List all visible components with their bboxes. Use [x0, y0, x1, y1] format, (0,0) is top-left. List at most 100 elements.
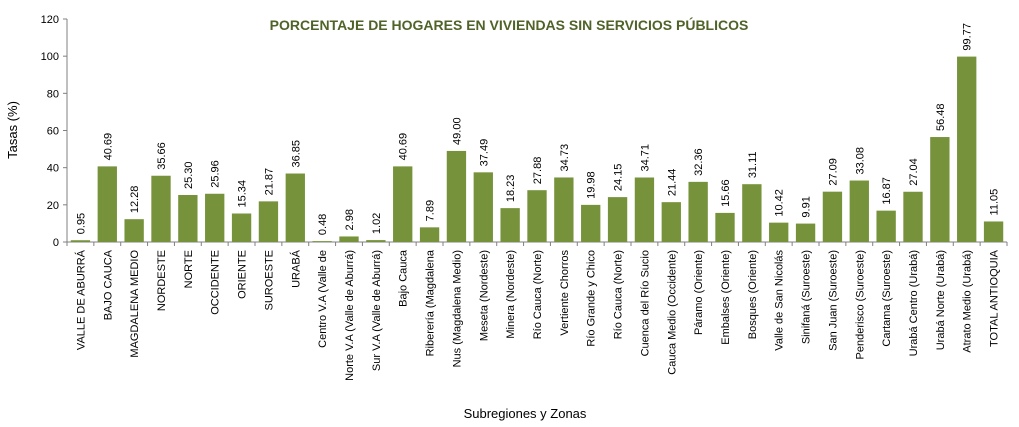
x-tick-label: TOTAL ANTIOQUIA	[989, 249, 1001, 347]
value-labels: 0.95 40.69 12.28 35.66 25.30 25.96 15.34 21.87 3…	[75, 23, 1000, 235]
bar	[393, 166, 413, 242]
bar	[205, 193, 225, 242]
x-tick-label: OCCIDENTE	[210, 250, 222, 315]
x-tick-label: Sur V.A (Valle de Aburrá)	[371, 250, 383, 371]
x-tick-label: ORIENTE	[237, 250, 249, 299]
x-tick-label: Minera (Nordeste)	[505, 250, 517, 339]
data-label: 24.15	[613, 164, 625, 192]
x-tick-label: Cartama (Suroeste)	[881, 250, 893, 347]
y-tick-label: 0	[53, 237, 59, 249]
bar	[742, 184, 762, 242]
data-label: 32.36	[693, 148, 705, 176]
data-label: 7.89	[425, 200, 437, 221]
data-label: 11.05	[989, 189, 1001, 216]
data-label: 10.42	[774, 189, 786, 217]
data-label: 19.98	[586, 171, 598, 199]
x-tick-label: Embalses (Oriente)	[720, 250, 732, 345]
x-tick-label: URABÁ	[289, 249, 302, 288]
x-tick-label: Sinifaná (Suroeste)	[801, 250, 813, 344]
x-tick-label: Páramo (Oriente)	[693, 250, 705, 335]
x-tick-label: Riberería (Magdalena	[425, 249, 437, 356]
data-label: 49.00	[451, 117, 463, 145]
bar	[527, 190, 547, 242]
bar	[312, 241, 332, 242]
data-label: 21.44	[666, 169, 678, 197]
bar	[581, 204, 601, 242]
bars	[70, 56, 1004, 242]
data-label: 18.23	[505, 175, 517, 203]
x-tick-label: Penderisco (Suroeste)	[854, 250, 866, 359]
x-tick-label: Atrato Medio (Urabá)	[962, 250, 974, 353]
data-label: 56.48	[935, 104, 947, 132]
y-tick-label: 40	[47, 163, 59, 175]
x-tick-label: Valle de San Nicolás	[774, 250, 786, 351]
bar	[715, 212, 735, 242]
data-label: 33.08	[854, 147, 866, 175]
bar	[957, 56, 977, 242]
chart-title: PORCENTAJE DE HOGARES EN VIVIENDAS SIN S…	[270, 16, 749, 33]
data-label: 40.69	[102, 133, 114, 161]
data-label: 27.09	[827, 158, 839, 186]
x-tick-label: MAGDALENA MEDIO	[129, 250, 141, 358]
data-label: 2.98	[344, 209, 356, 230]
bar	[339, 236, 359, 242]
y-axis-label: Tasas (%)	[5, 101, 20, 159]
bar	[607, 197, 628, 242]
bar	[178, 194, 198, 242]
data-label: 36.85	[290, 140, 302, 168]
bar	[769, 222, 789, 242]
bar	[554, 177, 574, 242]
x-tick-label: Río Cauca (Norte)	[613, 250, 625, 339]
x-axis-label: Subregiones y Zonas	[464, 406, 587, 421]
data-label: 34.71	[639, 144, 651, 172]
x-tick-label: Bosques (Oriente)	[747, 250, 759, 339]
x-tick-label: Centro V.A (Valle de	[317, 250, 329, 348]
x-tick-label: Bajo Cauca	[398, 249, 410, 307]
y-tick-label: 80	[47, 88, 59, 100]
data-label: 27.88	[532, 157, 544, 185]
bar	[822, 191, 843, 242]
bar	[419, 227, 440, 242]
x-tick-label: Urabá Centro (Urabá)	[908, 250, 920, 356]
data-label: 27.04	[908, 158, 920, 186]
x-tick-label: Nus (Magdalena Medio)	[451, 250, 463, 367]
x-tick-label: SUROESTE	[263, 250, 275, 311]
bar	[446, 150, 467, 242]
bar	[97, 166, 117, 242]
x-tick-label: Urabá Norte (Urabá)	[935, 250, 947, 350]
x-tick-label: Vertiente Chorros	[559, 250, 571, 336]
bar	[876, 210, 896, 242]
x-tick-label: Río Grande y Chico	[586, 250, 598, 347]
bar	[634, 177, 655, 242]
bar	[285, 173, 305, 242]
bar	[366, 240, 386, 242]
bar	[795, 223, 816, 242]
data-label: 0.48	[317, 214, 329, 235]
bar	[849, 180, 869, 242]
x-tick-label: Cuenca del Río Sucio	[639, 250, 651, 356]
x-tick-label: NORDESTE	[156, 250, 168, 311]
data-label: 37.49	[478, 139, 490, 167]
y-tick-label: 60	[47, 126, 59, 138]
x-tick-label: Meseta (Nordeste)	[478, 250, 490, 341]
bar	[500, 208, 520, 242]
x-tick-label: VALLE DE ABURRÁ	[74, 249, 87, 350]
data-label: 25.96	[210, 160, 222, 188]
bar	[258, 201, 279, 242]
x-tick-label: San Juan (Suroeste)	[827, 250, 839, 351]
data-label: 15.34	[237, 180, 249, 208]
bar	[930, 137, 950, 242]
data-label: 1.02	[371, 213, 383, 234]
x-tick-label: NORTE	[183, 250, 195, 288]
bar	[983, 221, 1004, 242]
data-label: 16.87	[881, 177, 893, 205]
y-tick-label: 120	[41, 14, 59, 26]
data-label: 21.87	[263, 168, 275, 196]
x-tick-label: Río Cauca (Norte)	[532, 250, 544, 339]
data-label: 0.95	[75, 213, 87, 234]
data-label: 35.66	[156, 142, 168, 170]
bar	[124, 219, 144, 242]
bar	[231, 213, 252, 242]
bar	[151, 175, 171, 242]
